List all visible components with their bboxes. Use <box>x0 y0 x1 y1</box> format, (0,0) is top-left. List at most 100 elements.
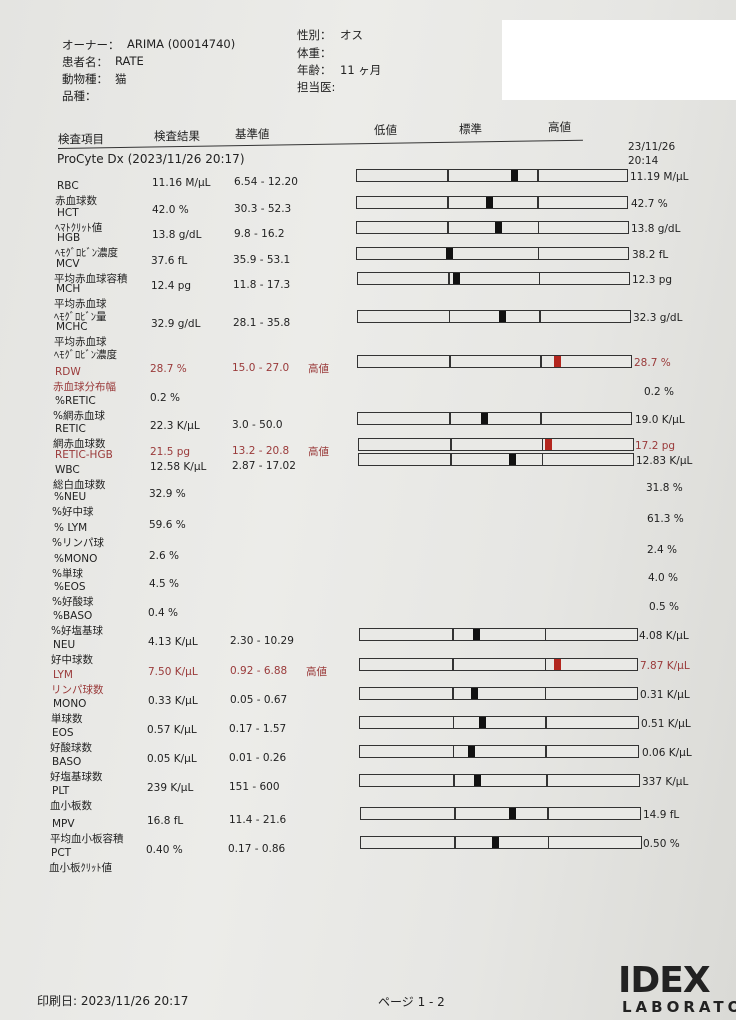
test-result: 2.6 % <box>149 550 180 562</box>
test-name-jp: 平均血小板容積 <box>50 833 124 845</box>
test-result: 7.50 K/μL <box>148 666 198 678</box>
reference-range: 6.54 - 12.20 <box>234 176 298 188</box>
previous-result: 19.0 K/μL <box>635 414 685 426</box>
range-gauge <box>359 687 638 700</box>
reference-range: 11.8 - 17.3 <box>233 279 291 291</box>
range-gauge <box>357 310 631 323</box>
test-name-jp: 赤血球分布幅 <box>53 381 116 393</box>
previous-result: 0.50 % <box>643 838 680 850</box>
previous-result: 14.9 fL <box>643 809 680 821</box>
test-name-jp: 好中球数 <box>51 654 93 666</box>
gauge-divider <box>452 688 454 699</box>
previous-result: 4.08 K/μL <box>639 630 689 642</box>
test-name-jp: リンパ球数 <box>51 684 104 696</box>
test-name-jp: ﾍﾏﾄｸﾘｯﾄ値 <box>55 222 103 234</box>
test-name-jp: 平均赤血球 <box>54 298 107 310</box>
range-gauge <box>360 807 641 820</box>
previous-result: 337 K/μL <box>642 776 689 788</box>
test-name-jp: ﾍﾓｸﾞﾛﾋﾞﾝ濃度 <box>55 247 118 259</box>
range-gauge <box>357 412 632 425</box>
test-code: RBC <box>57 180 79 192</box>
range-gauge <box>356 169 628 182</box>
test-result: 21.5 pg <box>150 446 191 458</box>
sex-value: オス <box>340 28 363 42</box>
test-name-jp: 平均赤血球 <box>54 336 107 348</box>
gauge-divider <box>452 629 454 640</box>
gauge-divider <box>454 837 456 848</box>
high-flag: 高値 <box>306 666 327 678</box>
test-result: 37.6 fL <box>151 255 188 267</box>
gauge-marker <box>494 222 502 233</box>
gauge-divider <box>537 222 540 233</box>
test-code: LYM <box>53 669 73 681</box>
test-result: 11.16 M/μL <box>152 177 211 189</box>
gauge-divider <box>537 197 539 208</box>
gauge-marker <box>486 197 494 208</box>
idexx-logo-sub: LABORATOR <box>622 998 736 1016</box>
reference-range: 28.1 - 35.8 <box>233 317 291 329</box>
gauge-marker <box>470 688 478 699</box>
gauge-marker <box>480 413 488 424</box>
test-name-jp: 総白血球数 <box>53 479 106 491</box>
previous-result: 0.2 % <box>644 386 675 398</box>
previous-result: 2.4 % <box>647 544 678 556</box>
test-name-jp-2: ﾍﾓｸﾞﾛﾋﾞﾝ濃度 <box>54 349 117 361</box>
redacted-area <box>502 20 736 100</box>
gauge-divider <box>447 222 449 233</box>
col-range-header: 基準値 <box>235 127 270 141</box>
age-value: 11 ヶ月 <box>340 63 382 77</box>
gauge-divider <box>452 717 455 728</box>
weight-label: 体重： <box>297 46 332 60</box>
reference-range: 30.3 - 52.3 <box>234 203 292 215</box>
test-name-jp: %網赤血球 <box>53 410 105 422</box>
vet-label: 担当医: <box>297 80 336 94</box>
test-result: 0.57 K/μL <box>147 724 197 736</box>
test-name-jp: %好塩基球 <box>51 625 103 637</box>
patient-name-value: RATE <box>115 54 144 68</box>
test-name-jp: %好中球 <box>52 506 94 518</box>
patient-name-label: 患者名： <box>62 55 108 69</box>
reference-range: 0.05 - 0.67 <box>230 694 288 706</box>
previous-result: 0.51 K/μL <box>641 718 691 730</box>
gauge-divider <box>449 356 451 367</box>
test-result: 16.8 fL <box>147 815 184 827</box>
previous-date: 23/11/26 <box>628 141 676 153</box>
gauge-divider <box>447 170 449 181</box>
previous-result: 13.8 g/dL <box>631 223 681 235</box>
test-result: 239 K/μL <box>147 782 194 794</box>
reference-range: 0.17 - 1.57 <box>229 723 287 735</box>
gauge-divider <box>450 454 452 465</box>
test-code: WBC <box>55 464 80 476</box>
test-result: 13.8 g/dL <box>152 229 202 241</box>
high-flag: 高値 <box>308 363 329 375</box>
range-gauge <box>359 745 639 758</box>
owner-label: オーナー： <box>62 38 120 52</box>
test-name-jp: 好塩基球数 <box>50 771 103 783</box>
test-code: NEU <box>53 639 76 651</box>
gauge-marker <box>473 629 481 640</box>
gauge-marker <box>554 356 562 367</box>
test-code: MCH <box>56 283 81 295</box>
test-code: MCHC <box>56 321 88 333</box>
reference-range: 11.4 - 21.6 <box>229 814 287 826</box>
previous-result: 17.2 pg <box>635 440 676 452</box>
test-result: 0.2 % <box>150 392 181 404</box>
test-name-jp: 血小板ｸﾘｯﾄ値 <box>49 862 112 874</box>
test-name-jp: 血小板数 <box>50 800 92 812</box>
test-code: %EOS <box>54 581 86 593</box>
test-name-jp: 赤血球数 <box>55 195 97 207</box>
gauge-divider <box>453 775 455 786</box>
gauge-marker <box>553 659 561 670</box>
test-result: 32.9 g/dL <box>151 318 201 330</box>
range-gauge <box>359 628 638 641</box>
test-result: 4.13 K/μL <box>148 636 198 648</box>
test-code: PLT <box>52 785 70 797</box>
gauge-divider <box>544 629 547 640</box>
test-code: MPV <box>52 818 75 830</box>
sex-label: 性別： <box>297 28 332 42</box>
test-result: 28.7 % <box>150 363 187 375</box>
col-normal-header: 標準 <box>459 122 482 136</box>
gauge-divider <box>537 248 540 259</box>
test-name-jp: %単球 <box>52 568 83 580</box>
test-result: 59.6 % <box>149 519 186 531</box>
